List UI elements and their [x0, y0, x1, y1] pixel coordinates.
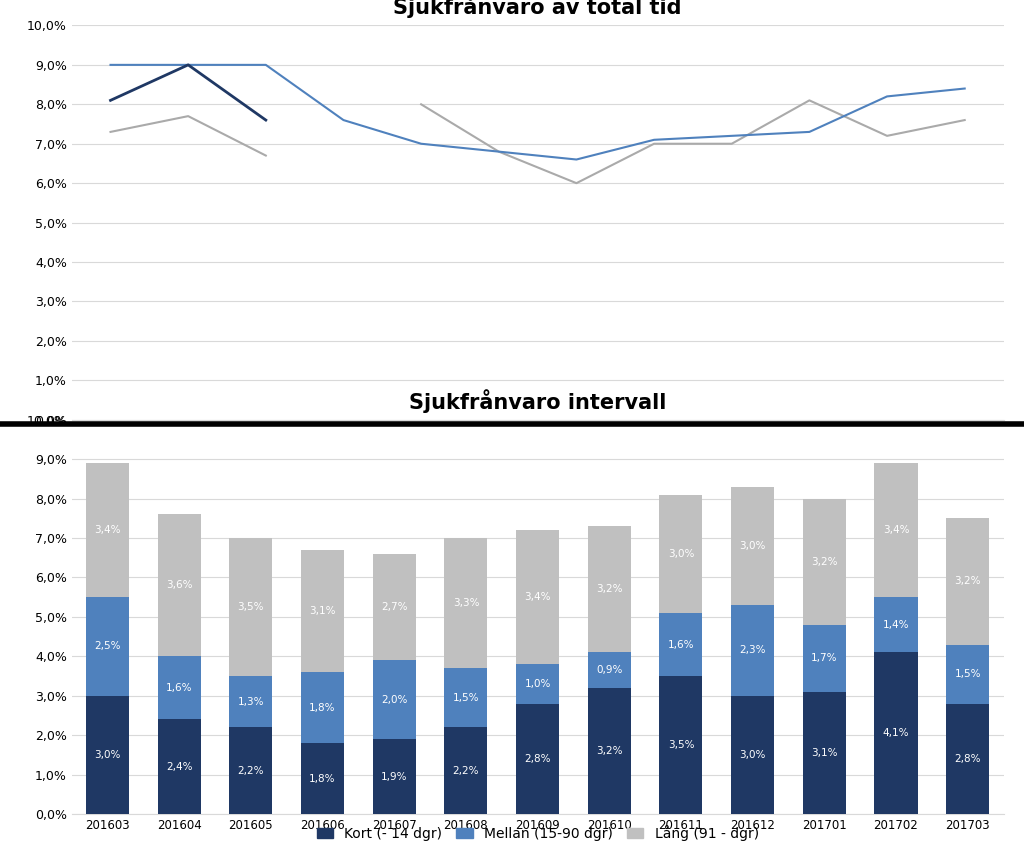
Text: 2,8%: 2,8%	[524, 754, 551, 764]
Text: 3,0%: 3,0%	[668, 549, 694, 559]
Text: 2,0%: 2,0%	[381, 695, 408, 705]
Bar	[946, 644, 989, 704]
Bar	[86, 597, 129, 695]
Bar	[731, 487, 774, 605]
Bar	[229, 728, 272, 814]
Bar	[444, 538, 487, 668]
Text: 1,6%: 1,6%	[668, 639, 694, 650]
Text: 3,2%: 3,2%	[954, 577, 981, 587]
Bar	[158, 515, 201, 656]
Bar	[874, 652, 918, 814]
Bar	[373, 739, 416, 814]
Bar	[874, 597, 918, 652]
Text: 1,6%: 1,6%	[166, 683, 193, 693]
Bar	[803, 499, 846, 625]
Text: 0,9%: 0,9%	[596, 665, 623, 675]
Bar	[731, 605, 774, 695]
Text: 3,1%: 3,1%	[309, 606, 336, 616]
Text: 3,0%: 3,0%	[94, 750, 121, 760]
Text: 2,7%: 2,7%	[381, 602, 408, 612]
Text: 2,8%: 2,8%	[954, 754, 981, 764]
Bar	[946, 518, 989, 644]
Legend: Kort (- 14 dgr), Mellan (15-90 dgr), Lång (91 - dgr): Kort (- 14 dgr), Mellan (15-90 dgr), Lån…	[311, 819, 764, 846]
Bar	[158, 656, 201, 719]
Bar	[874, 463, 918, 597]
Text: 3,6%: 3,6%	[166, 580, 193, 590]
Bar	[373, 554, 416, 661]
Bar	[803, 692, 846, 814]
Bar	[229, 538, 272, 676]
Text: 2,2%: 2,2%	[238, 766, 264, 776]
Text: 3,5%: 3,5%	[238, 602, 264, 612]
Bar	[516, 704, 559, 814]
Text: 2,5%: 2,5%	[94, 641, 121, 651]
Bar	[659, 494, 702, 613]
Bar	[301, 743, 344, 814]
Title: Sjukfrånvaro av total tid: Sjukfrånvaro av total tid	[393, 0, 682, 19]
Text: 1,8%: 1,8%	[309, 773, 336, 784]
Text: 1,8%: 1,8%	[309, 703, 336, 712]
Text: 2,2%: 2,2%	[453, 766, 479, 776]
Title: Sjukfrånvaro intervall: Sjukfrånvaro intervall	[409, 388, 667, 413]
Text: 1,7%: 1,7%	[811, 653, 838, 663]
Text: 3,5%: 3,5%	[668, 740, 694, 750]
Text: 1,4%: 1,4%	[883, 620, 909, 630]
Text: 4,1%: 4,1%	[883, 728, 909, 739]
Bar	[86, 463, 129, 597]
Bar	[444, 728, 487, 814]
Text: 3,4%: 3,4%	[94, 525, 121, 535]
Text: 2,3%: 2,3%	[739, 645, 766, 656]
Text: 1,3%: 1,3%	[238, 697, 264, 706]
Text: 1,0%: 1,0%	[524, 679, 551, 689]
Legend: 2015, 2016, 2017: 2015, 2016, 2017	[424, 439, 651, 464]
Bar	[229, 676, 272, 728]
Bar	[659, 613, 702, 676]
Bar	[444, 668, 487, 728]
Bar	[516, 530, 559, 664]
Text: 3,4%: 3,4%	[524, 592, 551, 602]
Text: 1,5%: 1,5%	[954, 669, 981, 679]
Text: 3,2%: 3,2%	[596, 584, 623, 594]
Text: 3,2%: 3,2%	[811, 557, 838, 566]
Text: 2,4%: 2,4%	[166, 762, 193, 772]
Bar	[588, 652, 631, 688]
Text: 3,1%: 3,1%	[811, 748, 838, 758]
Bar	[86, 695, 129, 814]
Bar	[946, 704, 989, 814]
Bar	[158, 719, 201, 814]
Bar	[301, 672, 344, 743]
Text: 1,5%: 1,5%	[453, 693, 479, 703]
Bar	[516, 664, 559, 704]
Text: 3,4%: 3,4%	[883, 525, 909, 535]
Text: 3,2%: 3,2%	[596, 746, 623, 756]
Bar	[588, 688, 631, 814]
Bar	[803, 625, 846, 692]
Bar	[731, 695, 774, 814]
Text: 1,9%: 1,9%	[381, 772, 408, 782]
Bar	[588, 527, 631, 652]
Bar	[373, 661, 416, 739]
Text: 3,0%: 3,0%	[739, 750, 766, 760]
Bar	[659, 676, 702, 814]
Bar	[301, 550, 344, 672]
Text: 3,3%: 3,3%	[453, 598, 479, 608]
Text: 3,0%: 3,0%	[739, 541, 766, 551]
